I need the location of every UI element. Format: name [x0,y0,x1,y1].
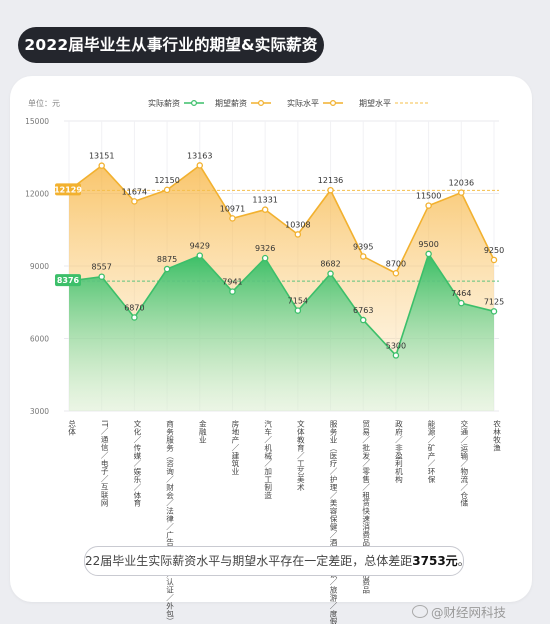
x-category-label-7: 文体教育／工艺美术 [296,419,305,492]
expected-level-tag-text: 12129 [54,185,82,194]
legend-label-2: 实际水平 [287,98,319,108]
expected-value-label-13: 9250 [484,246,504,255]
expected-point-13 [490,256,498,264]
legend-label-1: 期望薪资 [215,98,247,108]
actual-value-label-7: 7154 [288,297,308,306]
expected-point-7 [294,231,302,238]
actual-level-tag [55,274,81,287]
expected-point-6 [261,206,269,213]
y-tick-label-4: 15000 [25,117,49,126]
actual-salary-line [68,252,495,357]
actual-value-label-1: 8557 [92,263,112,272]
x-category-label-4: 金融业 [198,419,207,444]
x-category-label-3: 商务服务（咨询／财会／法律／广告／公关／认证／外包） [165,419,174,624]
x-category-label-2: 文化／传媒／娱乐／体育 [133,419,142,508]
actual-point-9 [359,316,367,324]
actual-salary-area [69,253,494,411]
expected-value-label-10: 8700 [386,259,406,268]
actual-level-tag-text: 8376 [57,276,80,285]
x-category-label-10: 政府／非盈利机构 [394,419,403,484]
expected-value-label-8: 12136 [318,176,343,185]
actual-value-label-9: 6763 [353,306,373,315]
summary-note-highlight: 3753元 [412,554,458,568]
actual-value-label-4: 9429 [190,242,210,251]
actual-value-label-8: 8682 [320,260,340,269]
watermark: @财经网科技 [412,602,506,621]
actual-point-4 [196,252,204,259]
expected-point-3 [163,186,171,194]
y-tick-label-2: 9000 [30,262,49,271]
actual-value-label-3: 8875 [157,255,177,264]
actual-value-label-13: 7125 [484,297,504,306]
expected-point-8 [327,186,334,194]
expected-point-4 [196,162,204,169]
actual-value-label-5: 7941 [222,278,242,287]
x-category-label-9: 贸易／批发／零售／租赁快速消费品／耐用消费品 [362,419,371,595]
actual-point-13 [490,308,498,315]
expected-level-tag [55,183,81,196]
expected-value-label-7: 10308 [285,220,310,229]
x-category-label-5: 房地产／建筑业 [231,419,240,476]
expected-salary-line [68,164,495,275]
expected-value-label-5: 10971 [220,204,245,213]
x-category-label-0: 总体 [67,419,76,437]
summary-note-suffix: 。 [457,554,470,568]
y-unit-label: 单位：元 [28,98,60,108]
chart-title: 2022届毕业生从事行业的期望&实际薪资 [18,27,324,63]
y-tick-label-1: 6000 [30,335,49,344]
watermark-text: @财经网科技 [431,605,507,620]
actual-point-2 [131,314,138,321]
expected-value-label-1: 13151 [89,152,114,161]
expected-point-10 [392,269,400,277]
actual-value-label-11: 9500 [418,240,438,249]
y-tick-label-3: 12000 [25,190,49,199]
x-category-label-1: IT／通信／电子／互联网 [100,420,109,507]
actual-point-12 [458,299,465,307]
y-tick-label-0: 3000 [30,407,49,416]
expected-point-9 [359,253,367,260]
actual-point-10 [392,352,400,359]
summary-note-text: 22届毕业生实际薪资水平与期望水平存在一定差距，总体差距 [85,554,413,568]
expected-value-label-6: 11331 [252,196,277,205]
actual-point-1 [98,273,105,280]
summary-note: 22届毕业生实际薪资水平与期望水平存在一定差距，总体差距3753元。 [84,546,470,576]
expected-value-label-11: 11500 [416,192,441,201]
legend-marker-0 [191,99,198,106]
legend-marker-1 [258,99,265,106]
expected-point-1 [98,162,105,169]
expected-point-5 [229,215,236,222]
x-category-label-12: 交通／运输／物流／仓储 [460,419,469,508]
x-category-label-13: 农林牧渔 [492,419,501,452]
legend-label-3: 期望水平 [359,98,391,108]
expected-value-label-4: 13163 [187,151,212,160]
actual-value-label-2: 6870 [124,303,144,312]
x-category-label-8: 服务业（医疗／护理／美容保健／酒店／餐饮／旅游／度假） [329,420,338,624]
expected-point-2 [131,198,138,205]
actual-point-6 [261,254,269,262]
legend-marker-2 [330,99,337,106]
expected-point-12 [458,189,465,196]
x-category-label-6: 汽车／机械／加工制造 [263,419,272,500]
expected-value-label-9: 9395 [353,242,373,251]
expected-point-11 [425,202,432,209]
expected-value-label-2: 11674 [122,187,147,196]
expected-value-label-3: 12150 [154,176,179,185]
actual-point-5 [229,288,236,295]
actual-point-11 [425,250,432,258]
actual-value-label-12: 7464 [451,289,471,298]
weibo-icon [412,605,428,618]
actual-point-7 [294,307,302,314]
actual-point-8 [327,270,334,277]
actual-point-3 [163,265,171,273]
actual-value-label-6: 9326 [255,244,275,253]
legend-label-0: 实际薪资 [148,98,180,108]
expected-value-label-12: 12036 [449,179,474,188]
actual-value-label-10: 5300 [386,341,406,350]
x-category-label-11: 能源／矿产／环保 [427,419,436,484]
